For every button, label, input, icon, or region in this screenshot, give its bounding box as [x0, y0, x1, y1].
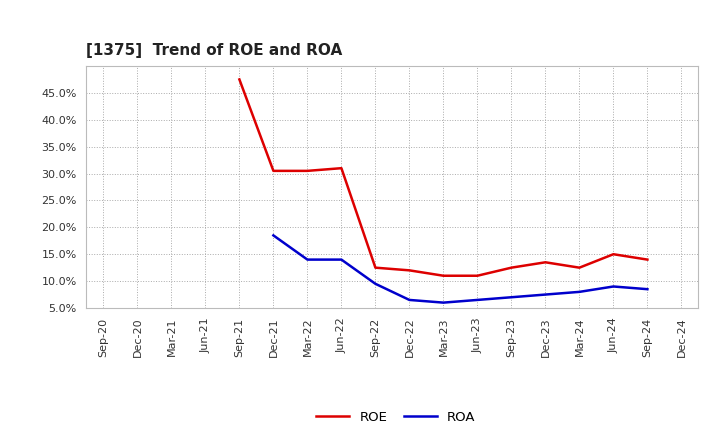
Line: ROE: ROE	[239, 80, 647, 276]
ROA	[609, 284, 618, 289]
ROE	[507, 265, 516, 270]
ROE	[371, 265, 379, 270]
ROA	[507, 295, 516, 300]
ROE	[235, 77, 243, 82]
ROA	[439, 300, 448, 305]
ROE	[575, 265, 584, 270]
ROA	[405, 297, 414, 303]
ROA	[303, 257, 312, 262]
ROA	[473, 297, 482, 303]
ROA	[269, 233, 278, 238]
Line: ROA: ROA	[274, 235, 647, 303]
ROE	[405, 268, 414, 273]
ROE	[609, 252, 618, 257]
ROE	[269, 168, 278, 173]
ROE	[473, 273, 482, 279]
ROE	[541, 260, 550, 265]
ROA	[371, 281, 379, 286]
ROE	[337, 165, 346, 171]
ROA	[575, 289, 584, 294]
ROA	[541, 292, 550, 297]
Legend: ROE, ROA: ROE, ROA	[311, 405, 481, 429]
ROA	[643, 286, 652, 292]
Text: [1375]  Trend of ROE and ROA: [1375] Trend of ROE and ROA	[86, 43, 343, 58]
ROE	[643, 257, 652, 262]
ROA	[337, 257, 346, 262]
ROE	[303, 168, 312, 173]
ROE	[439, 273, 448, 279]
